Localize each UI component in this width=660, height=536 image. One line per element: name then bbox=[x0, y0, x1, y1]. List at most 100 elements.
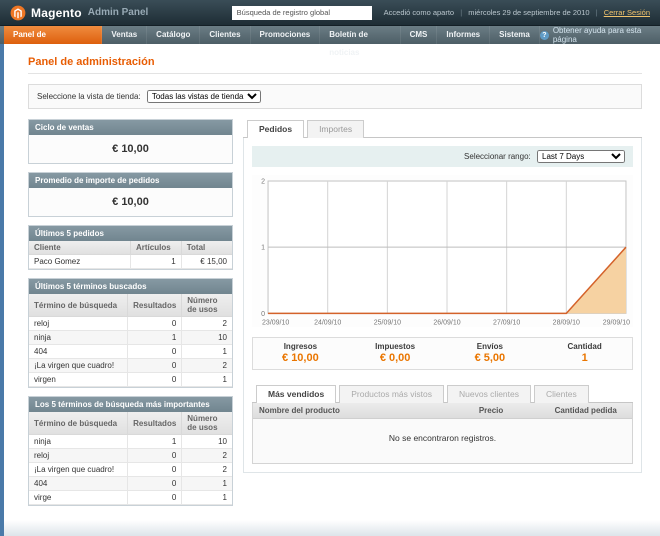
nav-item-reports[interactable]: Informes bbox=[437, 26, 491, 44]
top-search-title: Los 5 términos de búsqueda más important… bbox=[29, 397, 232, 412]
bestsellers-grid: Nombre del producto Precio Cantidad pedi… bbox=[252, 403, 633, 465]
lifetime-sales-widget: Ciclo de ventas € 10,00 bbox=[28, 119, 233, 164]
store-view-label: Seleccione la vista de tienda: bbox=[37, 92, 141, 101]
table-row[interactable]: ninja 1 10 bbox=[29, 330, 232, 345]
logged-in-as: Accedió como aparto bbox=[383, 8, 455, 17]
nav-item-promotions[interactable]: Promociones bbox=[251, 26, 321, 44]
average-orders-value: € 10,00 bbox=[29, 188, 232, 216]
chart-panel: Seleccionar rango: Last 7 Days 23/09/10 2… bbox=[243, 138, 642, 474]
help-icon: ? bbox=[539, 30, 549, 40]
col-header: Cliente bbox=[29, 241, 131, 255]
nav-item-dashboard[interactable]: Panel de administración bbox=[4, 26, 103, 57]
current-date: miércoles 29 de septiembre de 2010 bbox=[468, 8, 590, 17]
dashboard-right-column: Pedidos Importes Seleccionar rango: Last… bbox=[243, 119, 642, 514]
magento-logo-icon bbox=[10, 5, 26, 20]
range-label: Seleccionar rango: bbox=[464, 152, 531, 161]
nav-item-customers[interactable]: Clientes bbox=[200, 26, 251, 44]
lifetime-sales-value: € 10,00 bbox=[29, 135, 232, 163]
help-label: Obtener ayuda para esta página bbox=[552, 26, 642, 44]
col-header: Artículos bbox=[130, 241, 182, 255]
table-row[interactable]: 404 0 1 bbox=[29, 476, 232, 491]
table-row[interactable]: 404 0 1 bbox=[29, 344, 232, 359]
main-nav: Panel de administración Ventas Catálogo … bbox=[0, 26, 660, 57]
last-orders-table: Cliente Artículos Total Paco Gomez 1 € 1… bbox=[29, 241, 232, 269]
orders-chart-wrap: 23/09/10 24/09/10 25/09/10 26/09/10 27/09/10… bbox=[252, 175, 633, 328]
col-header: Término de búsqueda bbox=[29, 412, 129, 435]
brand-suffix: Admin Panel bbox=[87, 7, 149, 18]
table-row[interactable]: reloj 0 2 bbox=[29, 316, 232, 331]
logout-link[interactable]: Cerrar Sesión bbox=[603, 8, 650, 17]
col-header: Resultados bbox=[127, 412, 183, 435]
header-session-info: Accedió como aparto | miércoles 29 de se… bbox=[383, 8, 650, 17]
global-search-input[interactable] bbox=[231, 5, 372, 20]
col-header: Resultados bbox=[127, 294, 183, 317]
total-quantity: Cantidad 1 bbox=[567, 342, 602, 365]
total-tax: Impuestos € 0,00 bbox=[375, 342, 416, 365]
svg-text:28/09/10: 28/09/10 bbox=[553, 319, 580, 326]
last-search-table: Término de búsqueda Resultados Número de… bbox=[29, 294, 232, 387]
app-header: Magento Admin Panel Accedió como aparto … bbox=[0, 0, 660, 26]
svg-text:24/09/10: 24/09/10 bbox=[314, 319, 341, 326]
range-bar: Seleccionar rango: Last 7 Days bbox=[252, 146, 633, 167]
store-view-switcher: Seleccione la vista de tienda: Todas las… bbox=[28, 84, 642, 109]
average-orders-widget: Promedio de importe de pedidos € 10,00 bbox=[28, 172, 233, 217]
brand-name: Magento bbox=[31, 5, 82, 20]
chart-tabs: Pedidos Importes bbox=[243, 119, 642, 138]
col-header: Nombre del producto bbox=[253, 403, 473, 420]
table-row[interactable]: ¡La virgen que cuadro! 0 2 bbox=[29, 358, 232, 373]
tab-most-viewed[interactable]: Productos más vistos bbox=[339, 385, 444, 404]
help-link[interactable]: ? Obtener ayuda para esta página bbox=[539, 26, 656, 44]
col-header: Número de usos bbox=[181, 412, 232, 435]
empty-records-message: No se encontraron registros. bbox=[388, 433, 497, 444]
svg-text:0: 0 bbox=[261, 311, 265, 318]
col-header: Total bbox=[180, 241, 232, 255]
total-shipping: Envíos € 5,00 bbox=[474, 342, 506, 365]
nav-item-sales[interactable]: Ventas bbox=[102, 26, 148, 44]
bestsellers-table: Nombre del producto Precio Cantidad pedi… bbox=[253, 403, 632, 420]
range-select[interactable]: Last 7 Days bbox=[537, 150, 625, 163]
dashboard-left-column: Ciclo de ventas € 10,00 Promedio de impo… bbox=[28, 119, 233, 514]
table-row[interactable]: ¡La virgen que cuadro! 0 2 bbox=[29, 462, 232, 477]
tab-bestsellers[interactable]: Más vendidos bbox=[256, 385, 337, 404]
table-row[interactable]: ninja 1 10 bbox=[29, 434, 232, 449]
tab-new-customers[interactable]: Nuevos clientes bbox=[447, 385, 532, 404]
last-search-widget: Últimos 5 términos buscados Término de b… bbox=[28, 278, 233, 388]
tab-amounts[interactable]: Importes bbox=[307, 120, 365, 138]
tab-orders[interactable]: Pedidos bbox=[247, 120, 305, 138]
title-divider bbox=[28, 73, 642, 74]
svg-text:26/09/10: 26/09/10 bbox=[433, 319, 460, 326]
nav-item-newsletter[interactable]: Boletín de noticias bbox=[320, 26, 401, 57]
svg-text:29/09/10: 29/09/10 bbox=[603, 319, 630, 326]
col-header: Cantidad pedida bbox=[548, 403, 632, 420]
col-header: Término de búsqueda bbox=[29, 294, 129, 317]
tab-customers[interactable]: Clientes bbox=[534, 385, 589, 404]
nav-item-system[interactable]: Sistema bbox=[490, 26, 540, 44]
products-tabs: Más vendidos Productos más vistos Nuevos… bbox=[252, 384, 633, 404]
table-row[interactable]: reloj 0 2 bbox=[29, 448, 232, 463]
average-orders-title: Promedio de importe de pedidos bbox=[29, 173, 232, 188]
page-content: Panel de administración Seleccione la vi… bbox=[4, 44, 660, 520]
svg-text:23/09/10: 23/09/10 bbox=[262, 319, 289, 326]
orders-chart: 23/09/10 24/09/10 25/09/10 26/09/10 27/09/10… bbox=[261, 179, 630, 327]
totals-bar: Ingresos € 10,00 Impuestos € 0,00 Envíos… bbox=[252, 337, 633, 371]
svg-text:27/09/10: 27/09/10 bbox=[493, 319, 520, 326]
svg-text:25/09/10: 25/09/10 bbox=[374, 319, 401, 326]
store-view-select[interactable]: Todas las vistas de tienda bbox=[146, 90, 261, 103]
svg-text:2: 2 bbox=[261, 179, 265, 186]
table-row[interactable]: virgen 0 1 bbox=[29, 372, 232, 387]
nav-item-catalog[interactable]: Catálogo bbox=[147, 26, 201, 44]
footer-strip bbox=[4, 520, 660, 536]
page-container: Panel de administración Seleccione la vi… bbox=[0, 44, 660, 536]
last-search-title: Últimos 5 términos buscados bbox=[29, 279, 232, 294]
last-orders-widget: Últimos 5 pedidos Cliente Artículos Tota… bbox=[28, 225, 233, 270]
top-search-widget: Los 5 términos de búsqueda más important… bbox=[28, 396, 233, 506]
table-row[interactable]: Paco Gomez 1 € 15,00 bbox=[29, 254, 232, 269]
nav-item-cms[interactable]: CMS bbox=[401, 26, 438, 44]
page-title: Panel de administración bbox=[28, 56, 155, 68]
col-header: Precio bbox=[472, 403, 549, 420]
table-row[interactable]: virge 0 1 bbox=[29, 490, 232, 505]
svg-text:1: 1 bbox=[261, 245, 265, 252]
last-orders-title: Últimos 5 pedidos bbox=[29, 226, 232, 241]
lifetime-sales-title: Ciclo de ventas bbox=[29, 120, 232, 135]
col-header: Número de usos bbox=[181, 294, 232, 317]
